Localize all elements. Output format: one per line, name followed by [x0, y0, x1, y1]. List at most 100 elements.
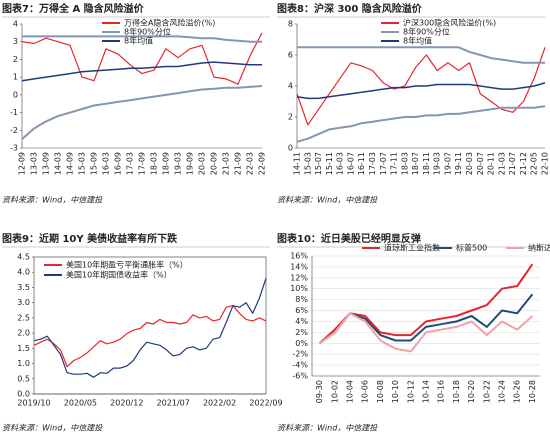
x-tick-label: 19-03: [433, 152, 442, 175]
x-tick-label: 13-09: [42, 152, 51, 175]
x-tick-label: 17-03: [368, 152, 377, 175]
y-tick-label: 0: [288, 144, 293, 153]
series-line: [33, 278, 267, 378]
y-tick-label: 3: [13, 37, 18, 46]
x-tick-label: 10-20: [467, 380, 476, 403]
x-tick-label: 15-09: [90, 152, 99, 175]
y-tick-label: 14%: [290, 262, 308, 271]
chart-title: 图表10：近日美股已经明显反弹: [277, 232, 421, 245]
x-tick-label: 18-03: [400, 152, 409, 175]
x-tick-label: 15-03: [78, 152, 87, 175]
x-tick-label: 17-07: [379, 152, 388, 175]
y-tick-label: 2%: [295, 328, 308, 337]
x-tick-label: 18-03: [150, 152, 159, 175]
series-line: [296, 105, 546, 143]
x-tick-label: 20-09: [210, 152, 219, 175]
x-tick-label: 18-09: [162, 152, 171, 175]
y-tick-label: 8: [288, 20, 293, 29]
x-tick-label: 14-11: [293, 152, 302, 175]
y-tick-label: -2: [10, 126, 18, 135]
y-tick-label: 0%: [295, 339, 308, 348]
y-tick-label: -2%: [292, 350, 308, 359]
x-tick-label: 15-03: [303, 152, 312, 175]
y-tick-label: 4.5: [17, 253, 30, 262]
y-tick-label: 6%: [295, 306, 308, 315]
chart-title: 图表9：近期 10Y 美债收益率有所下跌: [2, 232, 178, 245]
x-tick-label: 2022/09: [249, 399, 282, 408]
x-tick-label: 10-10: [391, 380, 400, 403]
x-tick-label: 22-03: [246, 152, 255, 175]
series-line: [319, 312, 534, 353]
legend-label: 8年均值: [403, 36, 432, 46]
y-tick-label: 2.0: [17, 329, 30, 338]
x-tick-label: 18-07: [411, 152, 420, 175]
series-line: [297, 46, 545, 64]
x-tick-label: 19-07: [443, 152, 452, 175]
y-tick-label: 10%: [290, 284, 308, 293]
source-note: 资料来源：Wind，中信建投: [277, 424, 378, 433]
x-tick-label: 20-03: [198, 152, 207, 175]
x-tick-label: 20-03: [465, 152, 474, 175]
x-tick-label: 22-05: [530, 152, 539, 175]
series-line: [33, 305, 267, 368]
y-tick-label: 4%: [295, 317, 308, 326]
series-line: [296, 47, 546, 126]
x-tick-label: 10-08: [376, 380, 385, 403]
y-tick-label: 1: [13, 73, 18, 82]
y-tick-label: -6%: [292, 372, 308, 381]
series-line: [22, 35, 262, 43]
x-tick-label: 17-03: [126, 152, 135, 175]
x-tick-label: 20-11: [487, 152, 496, 175]
y-tick-label: 8%: [295, 295, 308, 304]
chart-title: 图表7：万得全 A 隐含风险溢价: [2, 2, 145, 15]
x-tick-label: 13-03: [30, 152, 39, 175]
legend-label: 沪深300隐含风险溢价(%): [403, 18, 496, 28]
y-tick-label: 4: [13, 20, 18, 29]
series-line: [296, 82, 546, 100]
x-tick-label: 2019/10: [17, 399, 50, 408]
x-tick-label: 16-11: [357, 152, 366, 175]
series-line: [21, 85, 263, 140]
x-tick-label: 20-07: [476, 152, 485, 175]
x-tick-label: 2020/05: [64, 399, 97, 408]
y-tick-label: 4: [288, 82, 293, 91]
series-line: [21, 61, 262, 82]
legend-label: 美国10年期盈亏平衡通胀率（%）: [66, 260, 188, 270]
x-tick-label: 12-09: [18, 152, 27, 175]
y-tick-label: 0.5: [17, 374, 30, 383]
legend-label: 纳斯达克指数: [528, 243, 550, 253]
x-tick-label: 22-10: [541, 152, 550, 175]
x-tick-label: 2020/12: [110, 399, 143, 408]
x-tick-label: 10-16: [437, 380, 446, 403]
x-tick-label: 2021/07: [157, 399, 190, 408]
x-tick-label: 22-09: [258, 152, 267, 175]
y-tick-label: -1: [10, 108, 18, 117]
x-tick-label: 17-11: [390, 152, 399, 175]
x-tick-label: 17-09: [138, 152, 147, 175]
legend-label: 道琼斯工业指数: [384, 243, 440, 253]
x-tick-label: 21-09: [234, 152, 243, 175]
x-tick-label: 10-04: [346, 380, 355, 403]
y-tick-label: 1.0: [17, 359, 30, 368]
x-tick-label: 16-03: [102, 152, 111, 175]
y-tick-label: 3.5: [17, 283, 30, 292]
x-tick-label: 10-02: [330, 380, 339, 403]
x-tick-label: 21-07: [508, 152, 517, 175]
y-tick-label: 6: [288, 51, 293, 60]
x-tick-label: 16-07: [346, 152, 355, 175]
y-tick-label: 2.5: [17, 313, 30, 322]
x-tick-label: 10-18: [452, 380, 461, 403]
x-tick-label: 16-03: [336, 152, 345, 175]
x-tick-label: 21-03: [222, 152, 231, 175]
x-tick-label: 09-30: [315, 380, 324, 403]
source-note: 资料来源：Wind，中信建投: [2, 424, 103, 433]
source-note: 资料来源：Wind，中信建投: [2, 196, 103, 205]
x-tick-label: 10-22: [482, 380, 491, 403]
series-line: [21, 32, 263, 85]
chart-title: 图表8：沪深 300 隐含风险溢价: [277, 2, 423, 15]
y-tick-label: 1.5: [17, 344, 30, 353]
x-tick-label: 10-24: [498, 380, 507, 403]
x-tick-label: 10-28: [528, 380, 537, 403]
y-tick-label: 16%: [290, 252, 308, 261]
x-tick-label: 19-09: [186, 152, 195, 175]
